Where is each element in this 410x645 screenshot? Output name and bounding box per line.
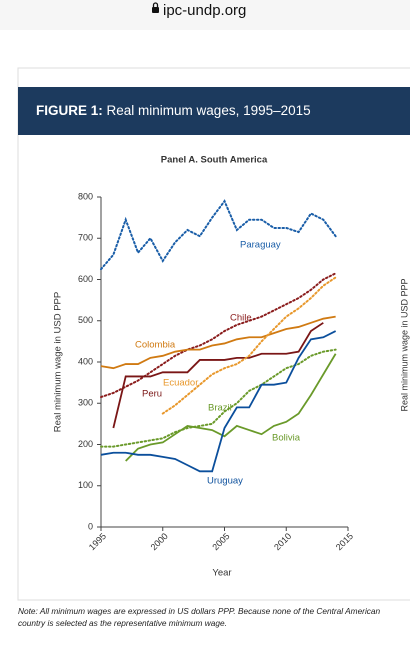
- figure-title: FIGURE 1: Real minimum wages, 1995–2015: [36, 103, 311, 118]
- figure-label: FIGURE 1:: [36, 103, 103, 118]
- note-line: Note: All minimum wages are expressed in…: [18, 606, 381, 616]
- series-line: [100, 272, 337, 399]
- y-tick-label: 200: [78, 439, 93, 449]
- series-label: Colombia: [135, 340, 176, 351]
- y-tick-label: 400: [78, 356, 93, 366]
- note-line: country is selected as the representativ…: [18, 618, 227, 628]
- series-line: [100, 199, 337, 271]
- y-tick-label: 800: [78, 191, 93, 201]
- x-axis-label: Year: [212, 568, 231, 579]
- y-tick-label: 600: [78, 274, 93, 284]
- lock-shackle: [152, 2, 159, 7]
- lock-icon: [152, 7, 159, 13]
- y-tick-label: 700: [78, 233, 93, 243]
- series-line: [100, 315, 336, 370]
- series-line: [125, 353, 337, 462]
- side-panel-y-label: Real minimum wage in USD PPP: [399, 278, 409, 411]
- series-label: Chile: [230, 313, 252, 324]
- series-label: Ecuador: [163, 378, 198, 389]
- y-tick-label: 300: [78, 398, 93, 408]
- series-line: [112, 322, 324, 429]
- y-tick-label: 0: [88, 521, 93, 531]
- series-label: Brazil: [208, 403, 232, 414]
- series-label: Bolivia: [272, 433, 301, 444]
- y-tick-label: 100: [78, 480, 93, 490]
- series-line: [100, 348, 337, 448]
- y-axis-label: Real minimum wage in USD PPP: [53, 292, 64, 432]
- figure-header: [18, 87, 410, 135]
- figure-title-text: Real minimum wages, 1995–2015: [107, 103, 311, 118]
- series-line: [100, 330, 337, 473]
- series-label: Paraguay: [240, 240, 281, 251]
- series-label: Uruguay: [207, 476, 243, 487]
- panel-title: Panel A. South America: [161, 155, 268, 166]
- series-line: [161, 276, 337, 415]
- url: ipc-undp.org: [163, 2, 246, 19]
- series-label: Peru: [142, 389, 162, 400]
- figure-card: [17, 67, 410, 601]
- address-bar[interactable]: [0, 0, 410, 30]
- y-tick-label: 500: [78, 315, 93, 325]
